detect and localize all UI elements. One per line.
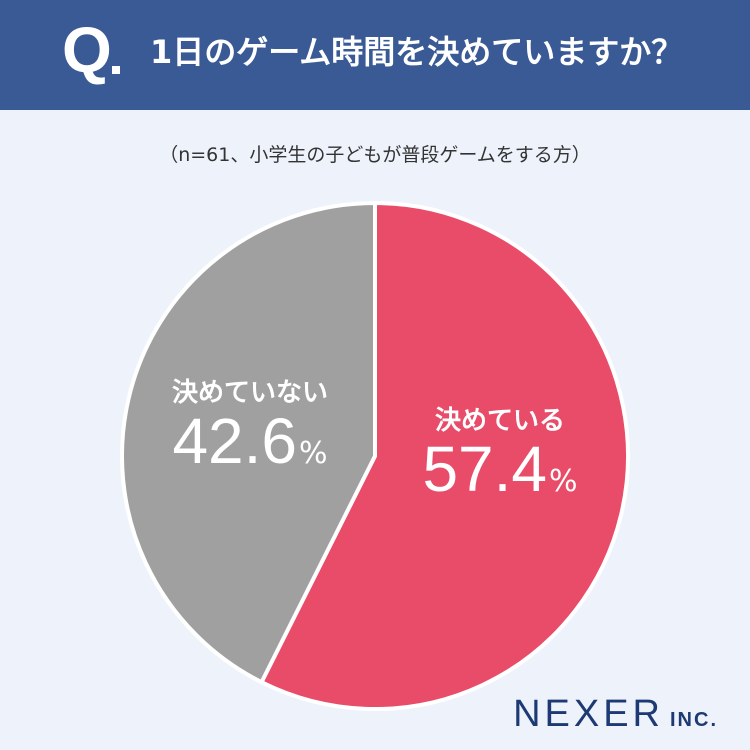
- q-dot: [112, 66, 120, 74]
- slice-label-kimeteinai: 決めていない 42.6%: [140, 372, 360, 473]
- slice-unit: %: [549, 464, 578, 499]
- logo-sub: INC.: [670, 709, 718, 731]
- q-mark: Q: [62, 14, 112, 86]
- slice-value: 57.4: [422, 433, 548, 505]
- logo-main: NEXER: [513, 693, 664, 735]
- question-title: 1日のゲーム時間を決めていますか？: [150, 33, 684, 71]
- header-bar: Q 1日のゲーム時間を決めていますか？: [0, 0, 750, 110]
- slice-unit: %: [299, 436, 328, 471]
- sample-note: （n=61、小学生の子どもが普段ゲームをする方）: [159, 144, 591, 166]
- slice-name: 決めている: [434, 406, 565, 436]
- nexer-logo: NEXER INC.: [513, 693, 718, 736]
- slice-kimeteinai: [120, 201, 377, 685]
- slice-label-kimeteiru: 決めている 57.4%: [390, 400, 610, 501]
- slice-name: 決めていない: [171, 378, 328, 408]
- slice-kimeteiru: [259, 201, 630, 711]
- slice-value: 42.6: [172, 405, 298, 477]
